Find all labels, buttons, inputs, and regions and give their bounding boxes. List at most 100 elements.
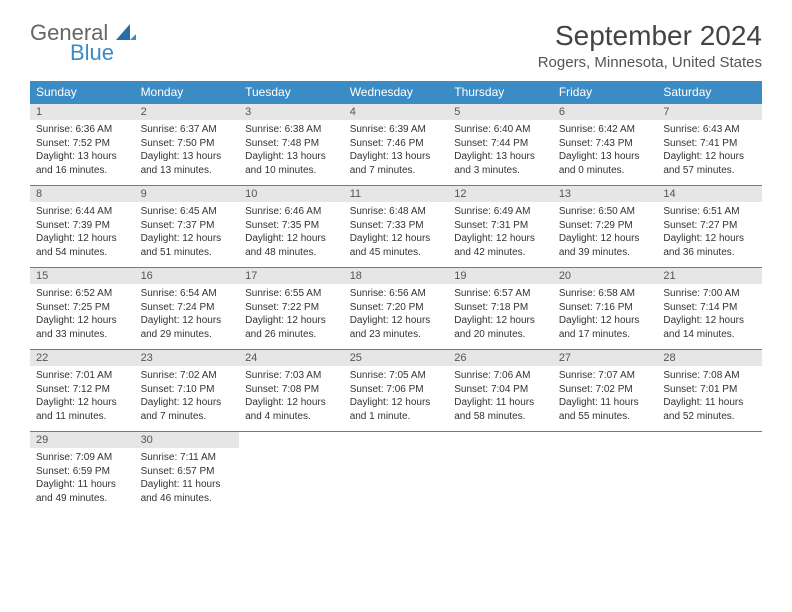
day-line: Daylight: 12 hours [36, 314, 129, 328]
day-line: Daylight: 13 hours [559, 150, 652, 164]
day-number: 17 [239, 268, 344, 284]
day-number: 5 [448, 104, 553, 120]
day-line: and 16 minutes. [36, 164, 129, 178]
day-line: and 4 minutes. [245, 410, 338, 424]
day-cell [344, 432, 449, 514]
day-line: Sunrise: 6:42 AM [559, 123, 652, 137]
day-line: Sunset: 7:27 PM [663, 219, 756, 233]
day-cell: 2Sunrise: 6:37 AMSunset: 7:50 PMDaylight… [135, 104, 240, 186]
logo: General Blue [30, 20, 136, 66]
day-line: Sunset: 7:14 PM [663, 301, 756, 315]
day-number: 19 [448, 268, 553, 284]
day-cell: 20Sunrise: 6:58 AMSunset: 7:16 PMDayligh… [553, 268, 658, 350]
day-line: Daylight: 12 hours [454, 314, 547, 328]
day-line: Sunrise: 6:50 AM [559, 205, 652, 219]
day-line: Daylight: 12 hours [141, 232, 234, 246]
day-line: Sunset: 7:10 PM [141, 383, 234, 397]
month-title: September 2024 [538, 20, 762, 52]
day-header: Sunday [30, 81, 135, 104]
logo-text-blue: Blue [70, 40, 136, 66]
day-cell [657, 432, 762, 514]
day-body: Sunrise: 6:37 AMSunset: 7:50 PMDaylight:… [135, 120, 240, 181]
day-number: 16 [135, 268, 240, 284]
day-line: and 11 minutes. [36, 410, 129, 424]
day-line: and 45 minutes. [350, 246, 443, 260]
day-line: Sunset: 7:01 PM [663, 383, 756, 397]
day-number: 1 [30, 104, 135, 120]
day-body: Sunrise: 6:43 AMSunset: 7:41 PMDaylight:… [657, 120, 762, 181]
day-line: Daylight: 12 hours [350, 232, 443, 246]
day-cell: 27Sunrise: 7:07 AMSunset: 7:02 PMDayligh… [553, 350, 658, 432]
day-line: and 33 minutes. [36, 328, 129, 342]
day-body: Sunrise: 7:00 AMSunset: 7:14 PMDaylight:… [657, 284, 762, 345]
day-number: 14 [657, 186, 762, 202]
day-cell: 12Sunrise: 6:49 AMSunset: 7:31 PMDayligh… [448, 186, 553, 268]
day-body: Sunrise: 6:45 AMSunset: 7:37 PMDaylight:… [135, 202, 240, 263]
day-number: 13 [553, 186, 658, 202]
day-header: Saturday [657, 81, 762, 104]
week-row: 8Sunrise: 6:44 AMSunset: 7:39 PMDaylight… [30, 186, 762, 268]
day-line: and 7 minutes. [141, 410, 234, 424]
day-line: Daylight: 12 hours [663, 232, 756, 246]
day-cell [239, 432, 344, 514]
day-cell: 13Sunrise: 6:50 AMSunset: 7:29 PMDayligh… [553, 186, 658, 268]
day-line: Daylight: 13 hours [141, 150, 234, 164]
week-row: 29Sunrise: 7:09 AMSunset: 6:59 PMDayligh… [30, 432, 762, 514]
day-line: and 39 minutes. [559, 246, 652, 260]
day-number: 30 [135, 432, 240, 448]
day-number: 23 [135, 350, 240, 366]
day-cell: 1Sunrise: 6:36 AMSunset: 7:52 PMDaylight… [30, 104, 135, 186]
day-line: and 54 minutes. [36, 246, 129, 260]
day-body: Sunrise: 7:03 AMSunset: 7:08 PMDaylight:… [239, 366, 344, 427]
day-line: Daylight: 12 hours [454, 232, 547, 246]
day-line: Sunrise: 7:08 AM [663, 369, 756, 383]
day-header: Tuesday [239, 81, 344, 104]
calendar-table: Sunday Monday Tuesday Wednesday Thursday… [30, 81, 762, 514]
day-line: Sunrise: 6:43 AM [663, 123, 756, 137]
day-body: Sunrise: 6:58 AMSunset: 7:16 PMDaylight:… [553, 284, 658, 345]
day-number: 27 [553, 350, 658, 366]
day-cell: 22Sunrise: 7:01 AMSunset: 7:12 PMDayligh… [30, 350, 135, 432]
day-line: Sunrise: 6:44 AM [36, 205, 129, 219]
day-number: 26 [448, 350, 553, 366]
day-cell: 3Sunrise: 6:38 AMSunset: 7:48 PMDaylight… [239, 104, 344, 186]
day-line: Sunset: 7:24 PM [141, 301, 234, 315]
day-line: Sunrise: 6:58 AM [559, 287, 652, 301]
day-body: Sunrise: 6:55 AMSunset: 7:22 PMDaylight:… [239, 284, 344, 345]
day-cell: 10Sunrise: 6:46 AMSunset: 7:35 PMDayligh… [239, 186, 344, 268]
day-line: and 1 minute. [350, 410, 443, 424]
day-line: Sunrise: 6:40 AM [454, 123, 547, 137]
logo-sail-icon [116, 24, 136, 42]
day-cell: 25Sunrise: 7:05 AMSunset: 7:06 PMDayligh… [344, 350, 449, 432]
day-number: 28 [657, 350, 762, 366]
day-line: Sunrise: 6:45 AM [141, 205, 234, 219]
day-line: Sunset: 6:57 PM [141, 465, 234, 479]
day-line: Sunset: 7:08 PM [245, 383, 338, 397]
day-line: and 26 minutes. [245, 328, 338, 342]
day-body: Sunrise: 6:40 AMSunset: 7:44 PMDaylight:… [448, 120, 553, 181]
day-body: Sunrise: 7:08 AMSunset: 7:01 PMDaylight:… [657, 366, 762, 427]
day-cell: 24Sunrise: 7:03 AMSunset: 7:08 PMDayligh… [239, 350, 344, 432]
day-line: Daylight: 13 hours [245, 150, 338, 164]
day-line: Sunset: 7:16 PM [559, 301, 652, 315]
day-line: Daylight: 12 hours [350, 396, 443, 410]
day-body: Sunrise: 6:36 AMSunset: 7:52 PMDaylight:… [30, 120, 135, 181]
day-line: Sunset: 7:39 PM [36, 219, 129, 233]
day-line: and 49 minutes. [36, 492, 129, 506]
day-line: Sunrise: 6:49 AM [454, 205, 547, 219]
day-cell: 9Sunrise: 6:45 AMSunset: 7:37 PMDaylight… [135, 186, 240, 268]
day-body: Sunrise: 6:54 AMSunset: 7:24 PMDaylight:… [135, 284, 240, 345]
day-line: and 3 minutes. [454, 164, 547, 178]
day-number: 10 [239, 186, 344, 202]
day-line: and 17 minutes. [559, 328, 652, 342]
day-body: Sunrise: 6:50 AMSunset: 7:29 PMDaylight:… [553, 202, 658, 263]
day-line: Sunset: 7:44 PM [454, 137, 547, 151]
day-cell: 14Sunrise: 6:51 AMSunset: 7:27 PMDayligh… [657, 186, 762, 268]
day-line: Sunset: 7:48 PM [245, 137, 338, 151]
day-body: Sunrise: 6:48 AMSunset: 7:33 PMDaylight:… [344, 202, 449, 263]
day-line: Daylight: 11 hours [141, 478, 234, 492]
day-number: 29 [30, 432, 135, 448]
day-header: Monday [135, 81, 240, 104]
day-number: 6 [553, 104, 658, 120]
day-line: and 7 minutes. [350, 164, 443, 178]
